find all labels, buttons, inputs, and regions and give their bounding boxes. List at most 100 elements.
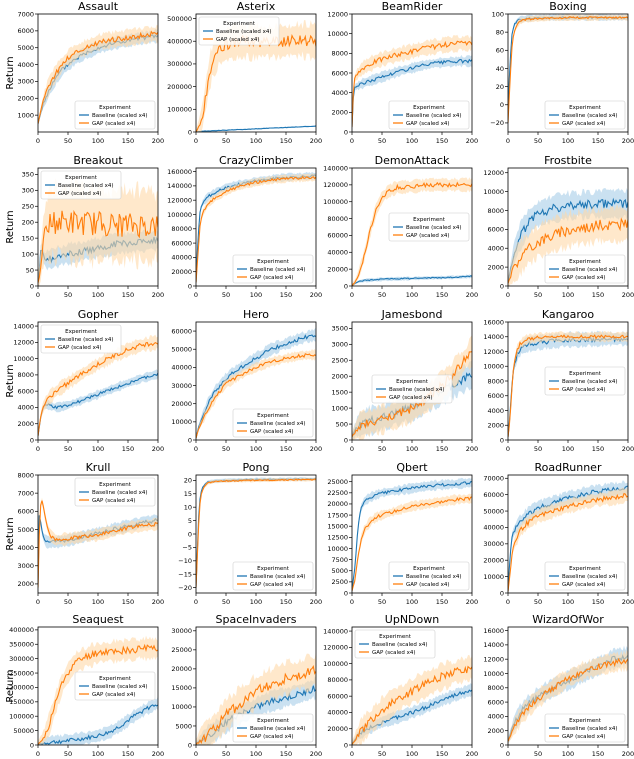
y-tick-label: 0 [500, 282, 504, 290]
x-tick-label: 200 [622, 291, 634, 299]
y-tick-label: 300000 [9, 655, 34, 663]
legend-label: GAP (scaled x4) [250, 734, 294, 740]
y-tick-label: 100 [22, 250, 34, 258]
x-tick-label: 50 [64, 291, 72, 299]
legend-box [232, 408, 314, 438]
y-tick-label: 2000 [17, 420, 34, 428]
y-axis-label: Return [5, 517, 16, 550]
series-band-gap [352, 654, 472, 745]
legend-label: Baseline (scaled x4) [250, 574, 306, 580]
x-tick-label: 50 [534, 291, 542, 299]
x-tick-label: 50 [222, 445, 230, 453]
panel-title: Boxing [549, 0, 586, 13]
y-tick-label: 200000 [167, 83, 192, 91]
y-tick-label: 250 [22, 203, 34, 211]
legend: Experiment Baseline (scaled x4) GAP (scale… [232, 408, 314, 438]
y-tick-label: −20 [178, 584, 192, 592]
y-tick-label: 30000 [171, 627, 192, 635]
legend-label: GAP (scaled x4) [562, 734, 606, 740]
x-tick-label: 0 [350, 137, 354, 145]
x-tick-label: 0 [36, 445, 40, 453]
y-tick-label: 2000 [331, 373, 348, 381]
y-tick-label: 50 [26, 266, 34, 274]
legend-label: Baseline (scaled x4) [250, 421, 306, 427]
legend-label: Baseline (scaled x4) [216, 29, 272, 35]
x-tick-label: 200 [466, 598, 478, 606]
legend-label: GAP (scaled x4) [58, 191, 102, 197]
x-tick-label: 200 [310, 598, 322, 606]
legend-box [232, 713, 314, 743]
legend: Experiment Baseline (scaled x4) GAP (scale… [544, 366, 626, 396]
series-line-baseline [196, 334, 316, 439]
legend-label: Baseline (scaled x4) [92, 684, 148, 690]
y-tick-label: 0 [188, 282, 192, 290]
x-tick-label: 150 [280, 137, 292, 145]
y-tick-label: 40000 [171, 254, 192, 262]
legend-label: Baseline (scaled x4) [562, 379, 618, 385]
series-band-baseline [352, 54, 472, 129]
y-tick-label: 20000 [171, 268, 192, 276]
legend: Experiment Baseline (scaled x4) GAP (scale… [544, 713, 626, 743]
y-tick-label: 6000 [487, 226, 504, 234]
legend-box [544, 366, 626, 396]
y-tick-label: 5000 [331, 567, 348, 575]
x-tick-label: 150 [592, 445, 604, 453]
legend-title: Experiment [569, 259, 602, 265]
x-tick-label: 200 [622, 598, 634, 606]
y-tick-label: 0 [344, 741, 348, 749]
x-tick-label: 100 [406, 445, 418, 453]
series-band-gap [352, 335, 472, 440]
y-tick-label: 40000 [483, 524, 504, 532]
y-tick-label: 6000 [487, 392, 504, 400]
y-tick-label: 0 [188, 530, 192, 538]
panel-title: Krull [86, 461, 111, 474]
x-tick-label: 0 [350, 750, 354, 758]
legend-title: Experiment [65, 329, 98, 335]
legend-box [74, 477, 156, 507]
y-tick-label: 50000 [13, 727, 34, 735]
y-tick-label: 0 [500, 589, 504, 597]
y-tick-label: 100000 [9, 713, 34, 721]
legend-box [354, 629, 436, 659]
y-tick-label: 6000 [17, 508, 34, 516]
y-tick-label: 3500 [331, 325, 348, 333]
x-tick-label: 100 [562, 750, 574, 758]
series-line-gap [352, 181, 472, 286]
y-tick-label: 6000 [487, 698, 504, 706]
legend: Experiment Baseline (scaled x4) GAP (scale… [544, 254, 626, 284]
x-tick-label: 100 [562, 445, 574, 453]
x-tick-label: 100 [92, 291, 104, 299]
x-tick-label: 200 [466, 291, 478, 299]
series-line-gap [196, 353, 316, 439]
y-tick-label: 3000 [17, 78, 34, 86]
panel-demonattack: DemonAttack 0 50 100 150 200 0 20000 40000 60000 8… [323, 154, 478, 299]
y-tick-label: 60000 [483, 491, 504, 499]
y-tick-label: 15000 [171, 684, 192, 692]
x-tick-label: 200 [152, 137, 164, 145]
y-tick-label: 12000 [13, 339, 34, 347]
panel-title: DemonAttack [375, 154, 450, 167]
y-tick-label: 16000 [483, 627, 504, 635]
legend-label: GAP (scaled x4) [562, 582, 606, 588]
x-tick-label: 50 [378, 291, 386, 299]
y-tick-label: 60000 [171, 327, 192, 335]
x-tick-label: 150 [436, 291, 448, 299]
y-tick-label: 6000 [331, 69, 348, 77]
y-axis-label: Return [5, 669, 16, 702]
x-tick-label: 150 [122, 137, 134, 145]
x-tick-label: 200 [622, 750, 634, 758]
y-tick-label: 12000 [327, 10, 348, 18]
panel-upndown: UpNDown 0 50 100 150 200 0 20000 40000 60000 80000… [323, 613, 478, 758]
y-tick-label: 14000 [483, 333, 504, 341]
y-tick-label: 60 [496, 47, 504, 55]
series-line-gap [352, 40, 472, 128]
x-tick-label: 100 [92, 750, 104, 758]
y-tick-label: 0 [188, 436, 192, 444]
y-tick-label: 140000 [167, 182, 192, 190]
series-line-gap [38, 643, 158, 745]
series-line-gap [38, 209, 158, 283]
x-tick-label: 100 [406, 291, 418, 299]
x-tick-label: 0 [350, 445, 354, 453]
y-tick-label: 60000 [327, 692, 348, 700]
panel-spaceinvaders: SpaceInvaders 0 50 100 150 200 0 5000 10000 15000… [171, 613, 322, 758]
